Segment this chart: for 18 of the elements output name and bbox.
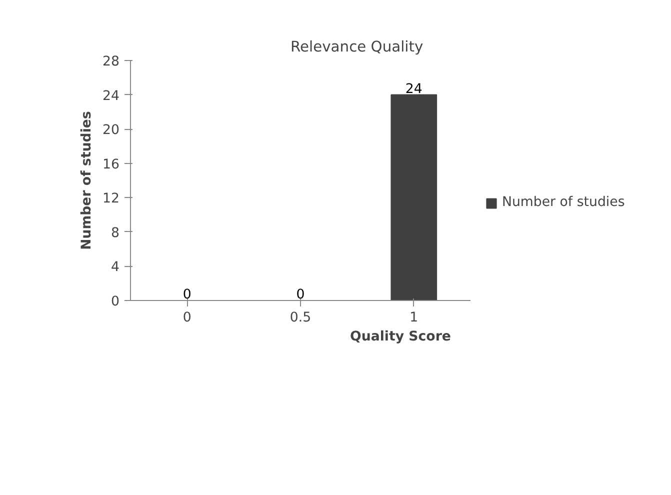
x-tick-label: 0.5 bbox=[290, 310, 312, 326]
y-tick-label: 20 bbox=[102, 123, 120, 138]
data-label: 0 bbox=[182, 288, 192, 302]
y-tick-label: 4 bbox=[111, 260, 120, 276]
x-tick-label: 1 bbox=[410, 310, 418, 326]
y-tick-label: 12 bbox=[102, 192, 120, 207]
y-tick-label: 24 bbox=[102, 88, 120, 104]
x-tick-label: 0 bbox=[182, 310, 192, 326]
y-tick-label: 0 bbox=[111, 294, 120, 310]
y-tick-label: 16 bbox=[102, 157, 120, 172]
data-label: 24 bbox=[405, 82, 422, 97]
data-label: 0 bbox=[296, 288, 305, 302]
legend-label: Number of studies bbox=[502, 195, 625, 210]
chart-title: Relevance Quality bbox=[290, 38, 424, 56]
y-axis-title: Number of studies bbox=[80, 111, 95, 250]
x-axis-title: Quality Score bbox=[350, 330, 451, 344]
y-tick-label: 8 bbox=[111, 226, 120, 241]
y-tick-label: 28 bbox=[102, 54, 120, 70]
